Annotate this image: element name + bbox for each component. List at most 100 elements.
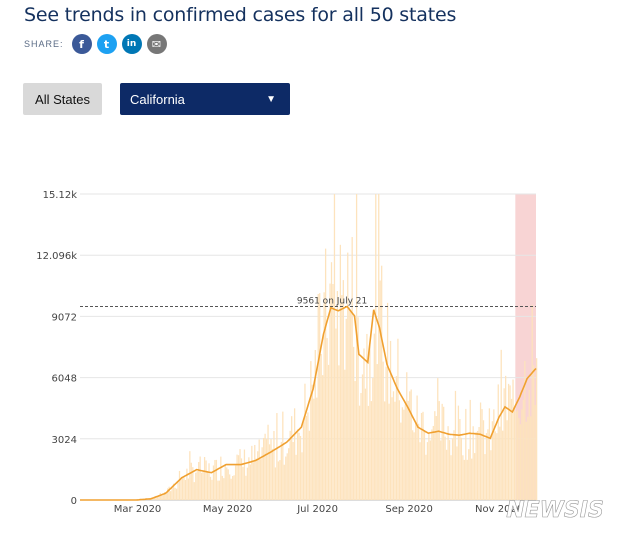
daily-bar: [291, 416, 293, 500]
daily-bar: [414, 422, 417, 500]
daily-bar: [199, 456, 201, 500]
daily-bar: [426, 442, 429, 500]
daily-bar: [435, 416, 437, 500]
daily-bar: [323, 292, 325, 500]
daily-bar: [403, 409, 405, 500]
daily-bar: [243, 449, 246, 500]
daily-bar: [192, 467, 194, 500]
daily-bar: [212, 465, 215, 500]
daily-bar: [175, 488, 178, 500]
daily-bar: [305, 415, 308, 500]
daily-bar: [530, 416, 532, 500]
daily-bar: [215, 459, 218, 500]
daily-bar: [232, 475, 234, 500]
daily-bar: [336, 291, 339, 500]
daily-bar: [358, 405, 361, 500]
daily-bar: [533, 365, 535, 500]
daily-bar: [246, 467, 249, 500]
daily-bar: [493, 409, 495, 500]
daily-bar: [345, 318, 347, 500]
watermark-logo: NEWSIS: [506, 498, 604, 523]
daily-bar: [295, 454, 297, 500]
all-states-button[interactable]: All States: [23, 83, 102, 115]
daily-bar: [506, 420, 508, 500]
daily-bar: [444, 436, 446, 500]
daily-bar: [159, 492, 161, 500]
daily-bar: [409, 391, 411, 500]
daily-bar: [382, 361, 384, 500]
daily-bar: [227, 469, 229, 500]
daily-bar: [254, 444, 256, 500]
daily-bar: [534, 404, 536, 500]
daily-bar: [505, 375, 507, 500]
daily-bar: [230, 478, 232, 500]
daily-bar: [484, 454, 486, 500]
daily-bar: [152, 498, 154, 500]
y-tick-label: 12.096k: [36, 251, 77, 262]
daily-bar: [364, 388, 367, 500]
facebook-icon[interactable]: f: [71, 34, 92, 54]
daily-bar: [481, 409, 483, 500]
daily-bar: [434, 411, 436, 500]
daily-bar: [180, 479, 182, 500]
daily-bar: [448, 440, 451, 500]
daily-bar: [234, 465, 237, 500]
daily-bar: [422, 411, 424, 500]
daily-bar: [203, 456, 206, 500]
daily-bar: [261, 447, 263, 500]
daily-bar: [360, 393, 362, 500]
daily-bar: [397, 338, 399, 500]
daily-bar: [347, 252, 349, 500]
daily-bar: [313, 398, 315, 500]
daily-bar: [536, 358, 538, 500]
state-select[interactable]: California ▼: [120, 83, 290, 115]
daily-bar: [410, 389, 412, 500]
daily-bar: [466, 459, 468, 500]
daily-bar: [190, 462, 192, 500]
daily-bar: [384, 401, 386, 500]
daily-bar: [242, 466, 244, 500]
daily-bar: [509, 385, 511, 500]
daily-bar: [474, 453, 476, 500]
daily-bar: [270, 439, 272, 500]
daily-bar: [496, 433, 498, 500]
daily-bar: [432, 425, 434, 500]
daily-bar: [177, 482, 179, 500]
daily-bar: [513, 406, 516, 500]
daily-bar: [172, 483, 175, 500]
twitter-icon[interactable]: t: [96, 34, 117, 54]
daily-bar: [456, 446, 458, 500]
linkedin-icon[interactable]: in: [121, 34, 142, 54]
daily-bar: [344, 369, 346, 500]
daily-bar: [361, 374, 364, 500]
daily-bar: [357, 317, 359, 500]
daily-bar: [170, 491, 172, 500]
daily-bar: [249, 464, 251, 500]
daily-bar: [401, 407, 403, 500]
daily-bar: [276, 413, 278, 500]
daily-bar: [198, 462, 200, 500]
daily-bar: [316, 397, 318, 500]
daily-bar: [469, 399, 471, 500]
x-tick-label: May 2020: [203, 504, 252, 515]
daily-bar: [420, 412, 423, 500]
daily-bar: [184, 479, 187, 500]
daily-bar: [252, 462, 254, 500]
daily-bar: [237, 455, 240, 500]
daily-bar: [189, 451, 191, 500]
daily-bar: [342, 280, 344, 500]
daily-bar: [369, 343, 371, 500]
daily-bar: [262, 437, 265, 500]
y-tick-label: 3024: [52, 435, 77, 446]
daily-bar: [522, 399, 524, 500]
daily-bar: [320, 354, 322, 500]
email-icon[interactable]: ✉: [146, 34, 167, 54]
daily-bar: [304, 383, 306, 500]
daily-bar: [389, 340, 392, 500]
daily-bar: [507, 383, 510, 500]
daily-bar: [268, 444, 271, 500]
daily-bar: [221, 475, 223, 500]
daily-bar: [289, 430, 291, 500]
daily-bar: [156, 496, 159, 500]
